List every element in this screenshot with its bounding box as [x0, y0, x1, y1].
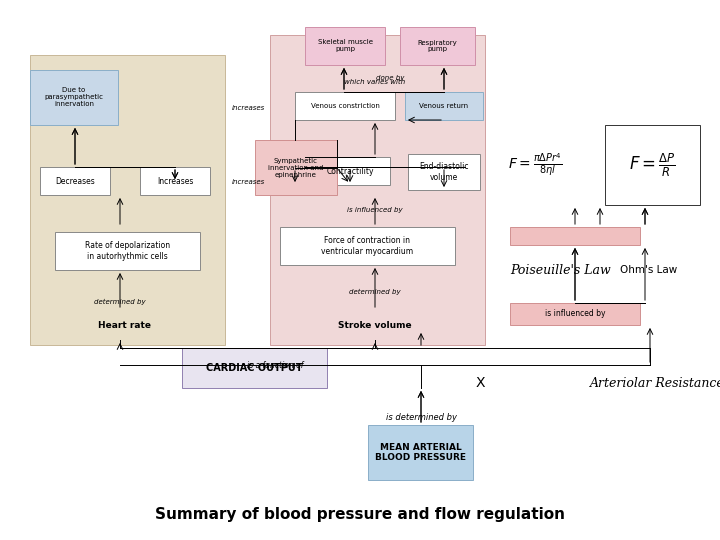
Text: Force of contraction in
ventricular myocardium: Force of contraction in ventricular myoc… — [321, 237, 413, 256]
FancyBboxPatch shape — [182, 348, 327, 388]
Text: Contractility: Contractility — [326, 166, 374, 176]
FancyBboxPatch shape — [605, 125, 700, 205]
FancyBboxPatch shape — [30, 55, 225, 345]
Text: X: X — [475, 376, 485, 390]
Text: determined by: determined by — [349, 289, 401, 295]
Text: is determined by: is determined by — [385, 414, 456, 422]
Text: Rate of depolarization
in autorhythmic cells: Rate of depolarization in autorhythmic c… — [85, 241, 170, 261]
FancyBboxPatch shape — [280, 227, 455, 265]
Text: Skeletal muscle
pump: Skeletal muscle pump — [318, 39, 372, 52]
Text: $F = \frac{\pi\Delta Pr^4}{8\eta l}$: $F = \frac{\pi\Delta Pr^4}{8\eta l}$ — [508, 152, 562, 179]
FancyBboxPatch shape — [40, 167, 110, 195]
FancyBboxPatch shape — [305, 27, 385, 65]
Text: is a function of: is a function of — [247, 361, 303, 369]
Text: End-diastolic
volume: End-diastolic volume — [419, 163, 469, 181]
FancyBboxPatch shape — [310, 157, 390, 185]
Text: increases: increases — [232, 179, 265, 185]
FancyBboxPatch shape — [510, 227, 640, 245]
FancyBboxPatch shape — [405, 92, 483, 120]
FancyBboxPatch shape — [55, 232, 200, 270]
FancyBboxPatch shape — [295, 92, 395, 120]
Text: is influenced by: is influenced by — [545, 309, 606, 319]
Text: Venous return: Venous return — [420, 103, 469, 109]
Text: Stroke volume: Stroke volume — [338, 321, 412, 329]
FancyBboxPatch shape — [510, 303, 640, 325]
Text: which varies with: which varies with — [344, 79, 405, 85]
FancyBboxPatch shape — [270, 35, 485, 345]
Text: Arteriolar Resistance (vasoconstriction): Arteriolar Resistance (vasoconstriction) — [590, 376, 720, 389]
Text: Sympathetic
innervation and
epinephrine: Sympathetic innervation and epinephrine — [269, 158, 324, 178]
Text: Heart rate: Heart rate — [99, 321, 151, 329]
Text: Due to
parasympathetic
innervation: Due to parasympathetic innervation — [45, 87, 104, 107]
Text: Poiseuille's Law: Poiseuille's Law — [510, 264, 611, 276]
FancyBboxPatch shape — [400, 27, 475, 65]
FancyBboxPatch shape — [408, 154, 480, 190]
Text: determined by: determined by — [94, 299, 146, 305]
Text: done by: done by — [376, 75, 404, 81]
Text: Ohm's Law: Ohm's Law — [620, 265, 678, 275]
FancyBboxPatch shape — [368, 425, 473, 480]
FancyBboxPatch shape — [140, 167, 210, 195]
Text: increases: increases — [232, 105, 265, 111]
Text: MEAN ARTERIAL
BLOOD PRESSURE: MEAN ARTERIAL BLOOD PRESSURE — [375, 443, 466, 462]
FancyBboxPatch shape — [75, 310, 175, 340]
Text: $F = \frac{\Delta P}{R}$: $F = \frac{\Delta P}{R}$ — [629, 151, 676, 179]
Text: Increases: Increases — [157, 177, 193, 186]
Text: Venous constriction: Venous constriction — [310, 103, 379, 109]
FancyBboxPatch shape — [255, 140, 337, 195]
FancyBboxPatch shape — [30, 70, 118, 125]
Text: Respiratory
pump: Respiratory pump — [418, 39, 457, 52]
Text: Decreases: Decreases — [55, 177, 95, 186]
FancyBboxPatch shape — [310, 310, 440, 340]
Text: Summary of blood pressure and flow regulation: Summary of blood pressure and flow regul… — [155, 508, 565, 523]
Text: is influenced by: is influenced by — [347, 207, 402, 213]
Text: CARDIAC OUTPUT: CARDIAC OUTPUT — [206, 363, 302, 373]
